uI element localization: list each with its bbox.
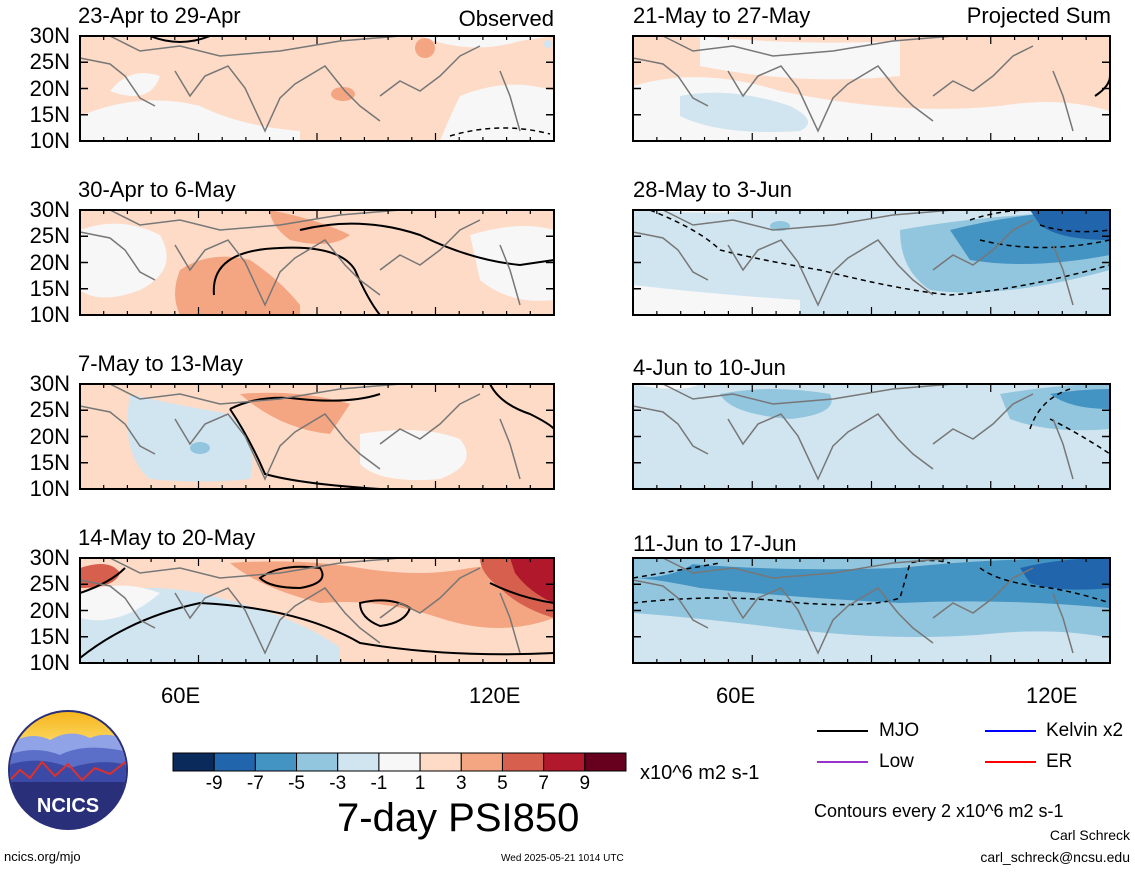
colorbar-swatch [378,752,421,772]
logo-text: NCICS [37,795,99,817]
panel-title: 7-May to 13-May [78,351,244,376]
coastline [632,383,1074,481]
colorbar-tick-label: -1 [370,773,388,794]
lat-label: 25N [29,571,70,597]
lat-label: 30N [29,371,70,396]
coastline [632,209,1074,307]
colorbar-tick-label: -9 [205,773,223,794]
lat-label: 15N [29,275,70,301]
map-panel [80,384,554,489]
panel-title: 21-May to 27-May [633,3,811,28]
panel-frames [79,35,1111,664]
lat-label: 10N [29,650,70,675]
panel-title: 30-Apr to 6-May [78,177,236,202]
footer-url: ncics.org/mjo [4,849,81,864]
map-panel [633,558,1110,663]
panel-title: 14-May to 20-May [78,525,256,550]
column-header-projected: Projected Sum [966,3,1111,28]
colorbar-tick-label: 5 [497,773,508,794]
colorbar-tick-label: 3 [455,773,467,794]
panel-title: 28-May to 3-Jun [633,177,792,202]
lon-label: 120E [469,683,521,708]
legend-label-low: Low [879,751,914,772]
map-panel [80,558,554,663]
map-panel [80,210,554,315]
colorbar-swatch [337,752,380,772]
coastline [632,35,1074,133]
colorbar-swatch [584,752,627,772]
footer-timestamp: Wed 2025-05-21 1014 UTC [501,853,624,864]
colorbar-swatch [213,752,256,772]
colorbar-tick-label: -3 [329,773,347,794]
lat-label: 15N [29,101,70,127]
colorbar-swatch [296,752,339,772]
lat-label: 15N [29,623,70,649]
coastline [79,35,521,133]
colorbar-tick-label: 1 [414,773,426,794]
colorbar-swatch [460,752,503,772]
colorbar-units: x10^6 m2 s-1 [640,762,760,784]
coastline [79,557,521,655]
lon-label: 60E [716,683,756,708]
coastline [632,557,1074,655]
map-panel [80,36,554,141]
colorbar [172,752,627,772]
colorbar-swatch [254,752,298,772]
coastline [79,383,521,481]
map-panel [633,36,1110,141]
lat-label: 20N [29,249,70,275]
footer-author: Carl Schreck [1049,827,1130,843]
lat-label: 30N [29,23,70,48]
lat-label: 15N [29,449,70,475]
legend-label-kelvin: Kelvin x2 [1046,720,1124,741]
contour-note: Contours every 2 x10^6 m2 s-1 [814,801,1064,821]
lon-label: 60E [161,683,201,708]
colorbar-tick-label: -7 [246,773,264,794]
lat-label: 10N [29,128,70,153]
coastline [79,209,521,307]
footer-email: carl_schreck@ncsu.edu [980,849,1130,865]
colorbar-tick-label: 7 [538,773,549,794]
variable-title: 7-day PSI850 [337,796,580,840]
panel-title: 4-Jun to 10-Jun [633,355,786,380]
colorbar-swatch [543,752,586,772]
lat-label: 10N [29,476,70,501]
colorbar-swatch [419,752,462,772]
lat-label: 30N [29,197,70,222]
lat-label: 20N [29,597,70,623]
legend [817,730,1036,763]
colorbar-swatch [501,752,545,772]
panel-title: 23-Apr to 29-Apr [78,3,241,28]
map-panel [633,384,1110,489]
legend-label-er: ER [1046,751,1073,772]
column-header-observed: Observed [458,6,554,31]
lat-label: 20N [29,423,70,449]
colorbar-tick-label: -5 [288,773,305,794]
lon-label: 120E [1026,683,1078,708]
lat-label: 20N [29,75,70,101]
lat-label: 10N [29,302,70,327]
lat-label: 25N [29,223,70,249]
lat-label: 30N [29,545,70,570]
colorbar-tick-label: 9 [579,773,591,794]
legend-label-mjo: MJO [879,720,920,741]
map-panel [633,210,1110,315]
panel-title: 11-Jun to 17-Jun [633,531,797,556]
coastlines [79,35,1074,655]
colorbar-swatch [172,752,215,772]
ncics-logo: NCICS [8,710,128,830]
lat-label: 25N [29,49,70,75]
lat-label: 25N [29,397,70,423]
